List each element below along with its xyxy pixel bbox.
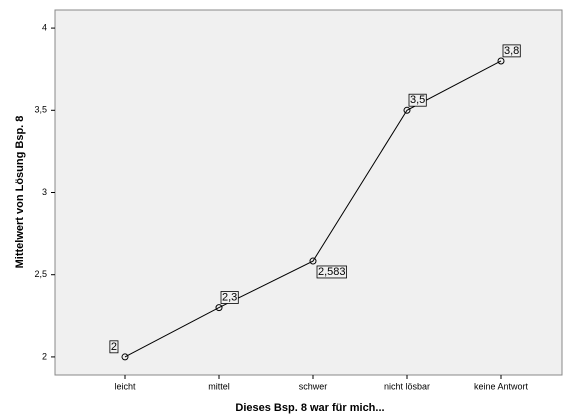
point bbox=[497, 57, 505, 65]
x-tick-label: schwer bbox=[299, 381, 328, 391]
value-label-box bbox=[316, 265, 347, 279]
value-label: 3,8 bbox=[504, 45, 519, 57]
x-tick-label: leicht bbox=[114, 381, 136, 391]
y-tick-label: 2,5 bbox=[34, 269, 47, 279]
value-label-box bbox=[220, 291, 239, 304]
value-label: 3,5 bbox=[410, 94, 425, 106]
x-tick-label: keine Antwort bbox=[474, 381, 529, 391]
point bbox=[403, 106, 411, 114]
value-label-box bbox=[408, 93, 427, 107]
point bbox=[121, 353, 129, 361]
value-label: 2 bbox=[111, 341, 117, 353]
y-tick-label: 4 bbox=[42, 22, 47, 32]
value-label-box bbox=[109, 340, 119, 354]
y-axis-title: Mittelwert von Lösung Bsp. 8 bbox=[14, 116, 26, 269]
value-label: 2,3 bbox=[222, 291, 237, 303]
point bbox=[309, 257, 317, 265]
value-label: 2,583 bbox=[318, 266, 346, 278]
x-tick-label: mittel bbox=[208, 381, 230, 391]
point bbox=[215, 304, 223, 312]
x-axis-title: Dieses Bsp. 8 war für mich... bbox=[235, 402, 384, 414]
x-tick-label: nicht lösbar bbox=[384, 381, 430, 391]
line bbox=[124, 60, 502, 358]
y-tick-label: 3 bbox=[42, 187, 47, 197]
plot-area bbox=[54, 9, 563, 376]
value-label-box bbox=[502, 44, 521, 58]
y-tick-label: 2 bbox=[42, 351, 47, 361]
y-tick-label: 3,5 bbox=[34, 105, 47, 115]
